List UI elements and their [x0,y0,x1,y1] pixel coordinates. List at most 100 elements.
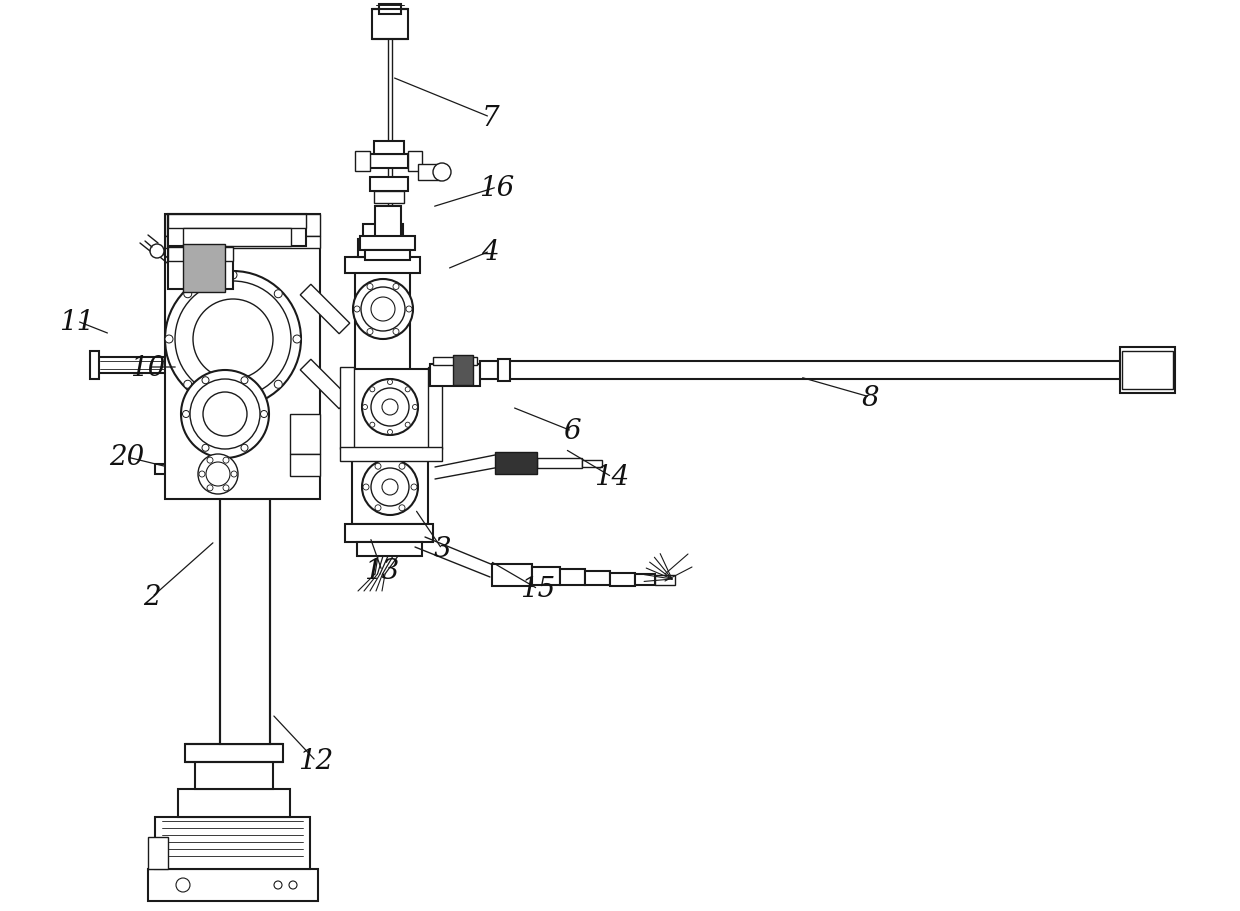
Bar [379,5,401,15]
Circle shape [353,307,360,312]
Circle shape [388,380,393,385]
Text: 7: 7 [481,105,498,131]
Bar [408,152,422,172]
Circle shape [363,485,370,490]
Circle shape [198,455,238,495]
Circle shape [175,281,291,397]
Circle shape [374,464,381,470]
Circle shape [433,164,451,182]
Bar [585,571,610,586]
Circle shape [393,329,399,335]
Bar [148,837,167,869]
Circle shape [165,335,174,343]
Circle shape [202,377,210,384]
Circle shape [362,405,367,410]
Bar [290,455,320,476]
Circle shape [399,506,405,511]
Bar [165,237,320,249]
Circle shape [198,472,205,477]
Bar [355,258,410,537]
Bar [179,789,290,817]
Circle shape [382,479,398,496]
Text: 12: 12 [299,748,334,774]
Text: 6: 6 [563,418,580,445]
Bar [340,368,353,449]
Circle shape [190,380,260,449]
Bar [360,237,415,251]
Bar [357,542,422,557]
Polygon shape [300,285,350,334]
Bar [195,762,273,789]
Bar [184,245,224,292]
Circle shape [229,400,237,407]
Circle shape [229,271,237,280]
Bar [372,10,408,40]
Bar [610,573,635,587]
Circle shape [207,486,213,491]
Bar [167,248,233,290]
Circle shape [181,371,269,458]
Bar [363,225,403,240]
Text: 2: 2 [143,584,161,611]
Circle shape [361,288,405,332]
Circle shape [405,387,410,393]
Circle shape [388,430,393,435]
Circle shape [371,298,396,322]
Bar [167,215,306,247]
Bar [1120,348,1176,394]
Bar [495,453,537,475]
Bar [428,368,441,449]
Circle shape [184,381,192,389]
Circle shape [405,307,412,312]
Bar [165,215,320,237]
Circle shape [289,881,298,889]
Bar [498,360,510,382]
Circle shape [370,423,374,427]
Bar [165,215,320,499]
Text: 13: 13 [365,558,399,585]
Bar [1122,352,1173,390]
Circle shape [367,329,373,335]
Bar [91,352,99,380]
Circle shape [399,464,405,470]
Circle shape [193,300,273,380]
Text: 15: 15 [521,576,556,603]
Circle shape [362,380,418,435]
Bar [290,415,320,455]
Circle shape [150,245,164,259]
Circle shape [353,280,413,340]
Circle shape [371,468,409,507]
Circle shape [202,445,210,452]
Bar [370,155,408,169]
Circle shape [182,411,190,418]
Bar [374,207,401,239]
Bar [358,240,408,258]
Polygon shape [300,360,350,409]
Circle shape [206,463,229,486]
Bar [219,340,270,744]
Circle shape [367,284,373,291]
Bar [350,370,430,449]
Text: 14: 14 [594,464,630,491]
Circle shape [374,506,381,511]
Bar [155,817,310,869]
Circle shape [274,291,283,299]
Bar [184,229,291,247]
Circle shape [382,400,398,415]
Bar [655,576,675,586]
Circle shape [413,405,418,410]
Bar [480,362,498,380]
Text: 4: 4 [481,239,498,265]
Bar [345,525,433,542]
Bar [185,744,283,763]
Text: 20: 20 [109,444,145,471]
Bar [148,869,317,901]
Text: 11: 11 [60,308,94,335]
Text: 10: 10 [130,354,166,381]
Circle shape [176,878,190,892]
Circle shape [410,485,417,490]
Circle shape [260,411,268,418]
Circle shape [293,335,301,343]
Bar [532,568,560,586]
Circle shape [274,381,283,389]
